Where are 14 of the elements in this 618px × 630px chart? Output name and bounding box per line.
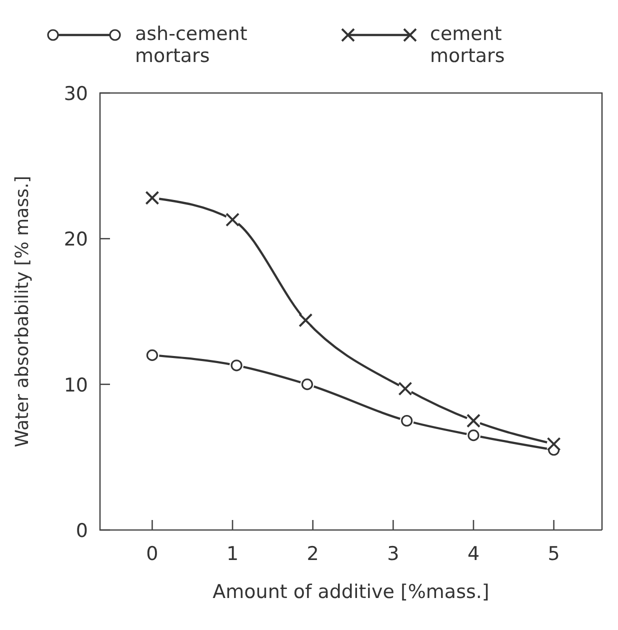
legend-label: cement mortars: [430, 23, 505, 67]
y-tick-label: 10: [64, 374, 88, 396]
y-axis-title: Water absorbability [% mass.]: [12, 176, 33, 448]
y-tick-label: 30: [64, 83, 88, 105]
x-axis-title: Amount of additive [%mass.]: [212, 581, 490, 603]
x-tick-label: 3: [387, 543, 400, 565]
x-tick-label: 2: [306, 543, 319, 565]
x-tick-label: 5: [548, 543, 560, 565]
legend-label: ash-cement mortars: [135, 23, 248, 67]
y-tick-label: 0: [76, 520, 88, 542]
x-tick-label: 1: [226, 543, 239, 565]
x-tick-label: 4: [467, 543, 480, 565]
x-tick-label: 0: [146, 543, 158, 565]
y-tick-label: 20: [64, 228, 88, 251]
